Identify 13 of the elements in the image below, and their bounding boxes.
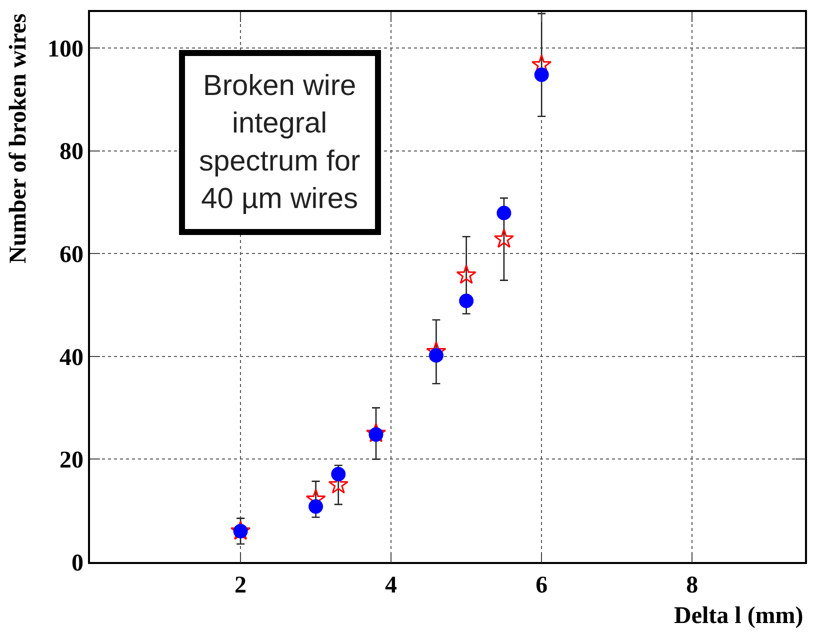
y-axis-title: Number of broken wires [6,13,32,264]
y-tick-label: 60 [59,242,84,268]
annotation: Broken wire integral spectrum for 40 µm wires [199,70,360,216]
x-axis-title: Delta l (mm) [674,603,804,629]
y-tick-label: 20 [59,448,84,474]
y-tick-label: 100 [47,36,84,62]
y-tick-label: 0 [71,550,84,576]
x-tick-label: 8 [686,572,698,599]
x-tick-label: 4 [385,572,398,599]
y-tick-label: 40 [59,344,84,371]
x-tick-label: 2 [234,572,247,599]
y-tick-label: 80 [59,139,84,166]
x-tick-label: 6 [536,572,548,599]
